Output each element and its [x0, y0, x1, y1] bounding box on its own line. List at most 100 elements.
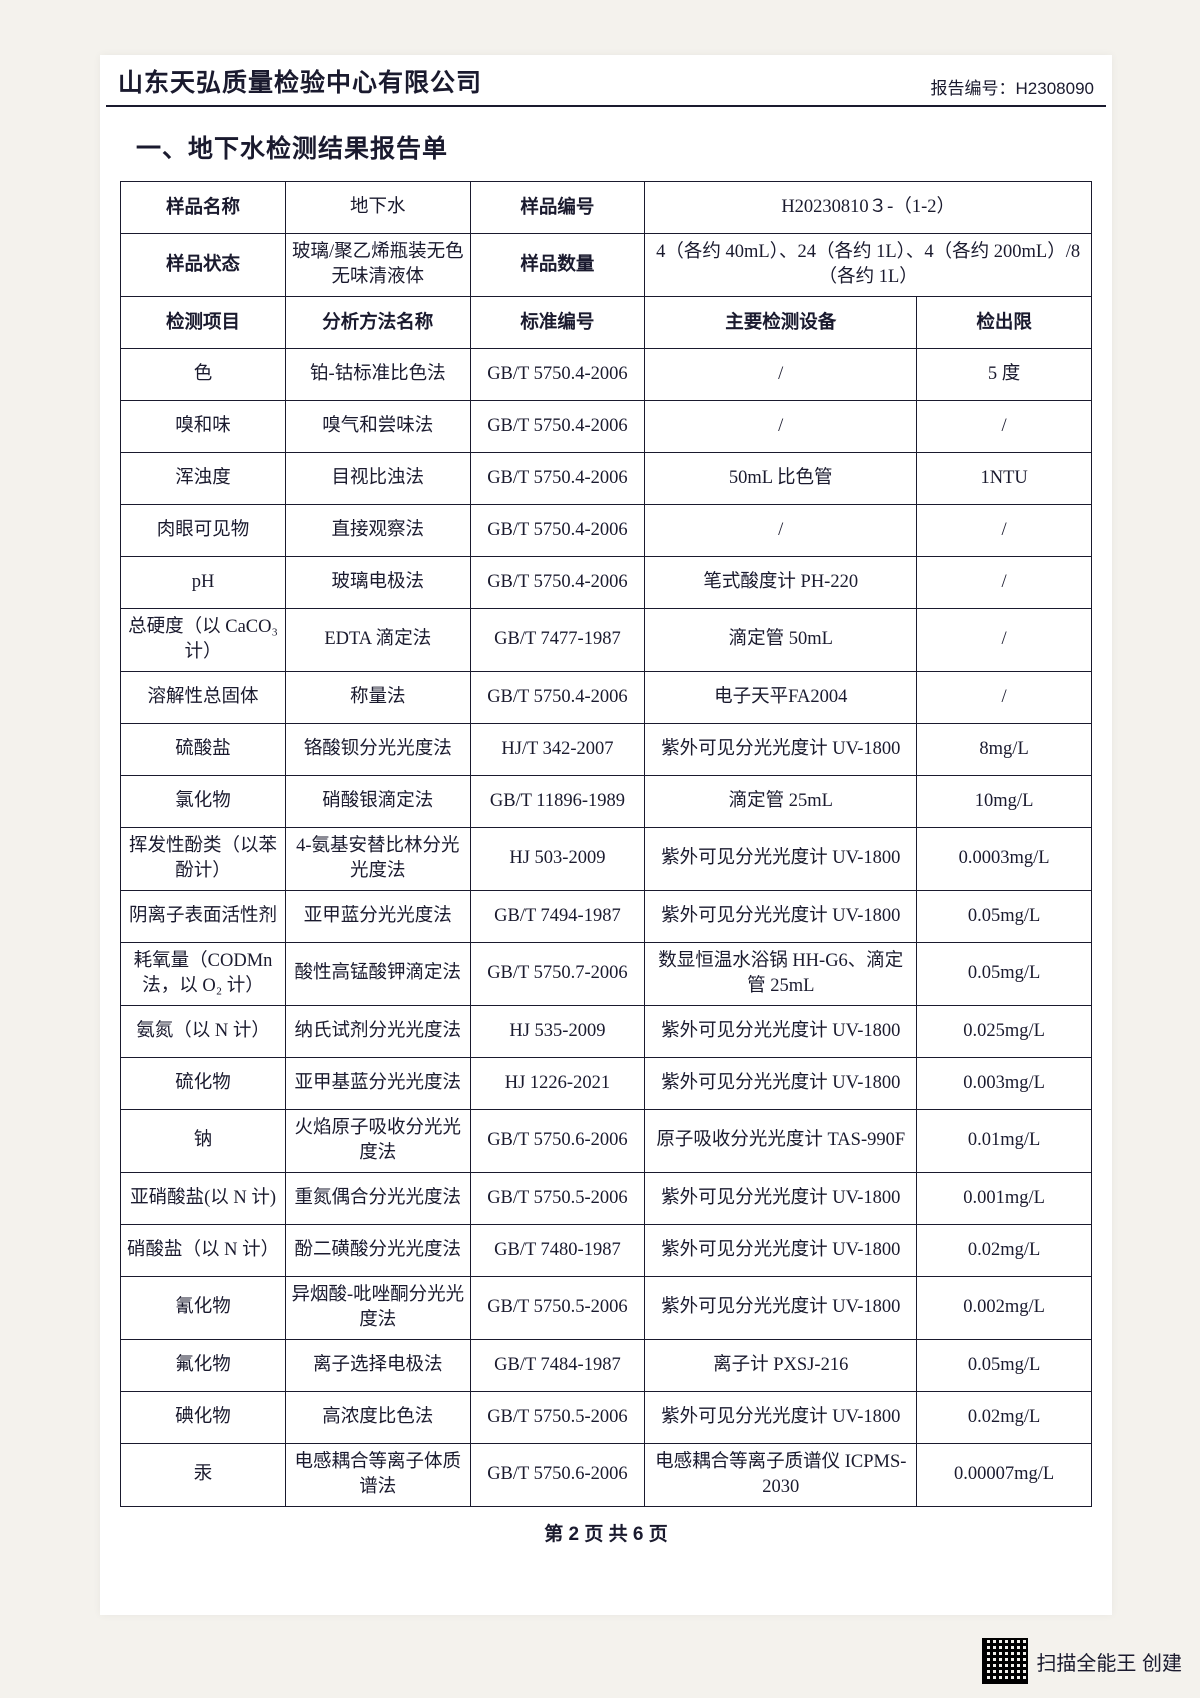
- table-cell: 酚二磺酸分光光度法: [286, 1224, 470, 1276]
- table-cell: HJ 535-2009: [470, 1005, 645, 1057]
- table-cell: 高浓度比色法: [286, 1391, 470, 1443]
- table-cell: /: [645, 400, 917, 452]
- table-cell: 滴定管 25mL: [645, 775, 917, 827]
- report-no-value: H2308090: [1016, 79, 1094, 98]
- table-cell: GB/T 5750.4-2006: [470, 504, 645, 556]
- table-cell: GB/T 7480-1987: [470, 1224, 645, 1276]
- table-cell: 电子天平FA2004: [645, 671, 917, 723]
- table-cell: 亚硝酸盐(以 N 计): [121, 1172, 286, 1224]
- sample-state-row: 样品状态玻璃/聚乙烯瓶装无色无味清液体样品数量4（各约 40mL）、24（各约 …: [121, 234, 1092, 297]
- column-header-row: 检测项目分析方法名称标准编号主要检测设备检出限: [121, 296, 1092, 348]
- table-cell: 亚甲蓝分光光度法: [286, 890, 470, 942]
- table-row: 总硬度（以 CaCO₃ 计）EDTA 滴定法GB/T 7477-1987滴定管 …: [121, 608, 1092, 671]
- table-row: 肉眼可见物直接观察法GB/T 5750.4-2006//: [121, 504, 1092, 556]
- table-row: 溶解性总固体称量法GB/T 5750.4-2006电子天平FA2004/: [121, 671, 1092, 723]
- table-cell: 0.00007mg/L: [917, 1443, 1092, 1506]
- table-cell: 紫外可见分光光度计 UV-1800: [645, 1224, 917, 1276]
- table-cell: 肉眼可见物: [121, 504, 286, 556]
- table-cell: 溶解性总固体: [121, 671, 286, 723]
- table-cell: EDTA 滴定法: [286, 608, 470, 671]
- table-cell: 硝酸盐（以 N 计）: [121, 1224, 286, 1276]
- table-cell: 紫外可见分光光度计 UV-1800: [645, 890, 917, 942]
- table-cell: 0.05mg/L: [917, 890, 1092, 942]
- table-cell: 亚甲基蓝分光光度法: [286, 1057, 470, 1109]
- table-cell: 嗅气和尝味法: [286, 400, 470, 452]
- table-cell: 0.001mg/L: [917, 1172, 1092, 1224]
- table-cell: 0.002mg/L: [917, 1276, 1092, 1339]
- table-cell: 色: [121, 348, 286, 400]
- table-cell: 称量法: [286, 671, 470, 723]
- table-cell: 浑浊度: [121, 452, 286, 504]
- table-row: 钠火焰原子吸收分光光度法GB/T 5750.6-2006原子吸收分光光度计 TA…: [121, 1109, 1092, 1172]
- section-title: 一、地下水检测结果报告单: [100, 107, 1112, 181]
- table-cell: 滴定管 50mL: [645, 608, 917, 671]
- table-row: 亚硝酸盐(以 N 计)重氮偶合分光光度法GB/T 5750.5-2006紫外可见…: [121, 1172, 1092, 1224]
- table-cell: 硫酸盐: [121, 723, 286, 775]
- table-cell: 铂-钴标准比色法: [286, 348, 470, 400]
- table-cell: 离子选择电极法: [286, 1339, 470, 1391]
- table-row: 碘化物高浓度比色法GB/T 5750.5-2006紫外可见分光光度计 UV-18…: [121, 1391, 1092, 1443]
- table-cell: /: [645, 504, 917, 556]
- table-cell: GB/T 5750.5-2006: [470, 1172, 645, 1224]
- table-cell: 笔式酸度计 PH-220: [645, 556, 917, 608]
- table-cell: 耗氧量（CODMn法，以 O₂ 计）: [121, 942, 286, 1005]
- table-cell: 目视比浊法: [286, 452, 470, 504]
- table-cell: 酸性高锰酸钾滴定法: [286, 942, 470, 1005]
- table-cell: 1NTU: [917, 452, 1092, 504]
- table-cell: /: [917, 504, 1092, 556]
- table-row: 氰化物异烟酸-吡唑酮分光光度法GB/T 5750.5-2006紫外可见分光光度计…: [121, 1276, 1092, 1339]
- table-cell: 碘化物: [121, 1391, 286, 1443]
- table-cell: 重氮偶合分光光度法: [286, 1172, 470, 1224]
- table-cell: GB/T 5750.7-2006: [470, 942, 645, 1005]
- table-cell: GB/T 7477-1987: [470, 608, 645, 671]
- report-number: 报告编号：H2308090: [931, 74, 1094, 99]
- table-cell: 0.003mg/L: [917, 1057, 1092, 1109]
- qr-area: 扫描全能王 创建: [982, 1638, 1182, 1684]
- table-cell: GB/T 5750.4-2006: [470, 348, 645, 400]
- table-cell: GB/T 5750.4-2006: [470, 452, 645, 504]
- table-cell: 0.025mg/L: [917, 1005, 1092, 1057]
- table-cell: 0.05mg/L: [917, 1339, 1092, 1391]
- table-cell: 纳氏试剂分光光度法: [286, 1005, 470, 1057]
- table-cell: HJ 1226-2021: [470, 1057, 645, 1109]
- report-no-label: 报告编号：: [931, 79, 1016, 98]
- table-cell: GB/T 5750.6-2006: [470, 1109, 645, 1172]
- table-cell: 8mg/L: [917, 723, 1092, 775]
- table-cell: 汞: [121, 1443, 286, 1506]
- table-cell: /: [917, 400, 1092, 452]
- table-cell: 离子计 PXSJ-216: [645, 1339, 917, 1391]
- table-cell: 数显恒温水浴锅 HH-G6、滴定管 25mL: [645, 942, 917, 1005]
- table-cell: /: [917, 671, 1092, 723]
- table-row: 挥发性酚类（以苯酚计）4-氨基安替比林分光光度法HJ 503-2009紫外可见分…: [121, 827, 1092, 890]
- table-cell: HJ 503-2009: [470, 827, 645, 890]
- table-cell: 5 度: [917, 348, 1092, 400]
- table-cell: 氯化物: [121, 775, 286, 827]
- table-cell: 0.05mg/L: [917, 942, 1092, 1005]
- table-row: 浑浊度目视比浊法GB/T 5750.4-200650mL 比色管1NTU: [121, 452, 1092, 504]
- table-cell: 紫外可见分光光度计 UV-1800: [645, 1005, 917, 1057]
- table-row: 氨氮（以 N 计）纳氏试剂分光光度法HJ 535-2009紫外可见分光光度计 U…: [121, 1005, 1092, 1057]
- table-cell: GB/T 7484-1987: [470, 1339, 645, 1391]
- table-row: 嗅和味嗅气和尝味法GB/T 5750.4-2006//: [121, 400, 1092, 452]
- table-row: 硫酸盐铬酸钡分光光度法HJ/T 342-2007紫外可见分光光度计 UV-180…: [121, 723, 1092, 775]
- results-table: 样品名称地下水样品编号H20230810３-（1-2）样品状态玻璃/聚乙烯瓶装无…: [120, 181, 1092, 1507]
- sample-name-row: 样品名称地下水样品编号H20230810３-（1-2）: [121, 182, 1092, 234]
- table-cell: GB/T 5750.4-2006: [470, 400, 645, 452]
- table-cell: 原子吸收分光光度计 TAS-990F: [645, 1109, 917, 1172]
- table-cell: 电感耦合等离子质谱仪 ICPMS-2030: [645, 1443, 917, 1506]
- table-cell: 0.0003mg/L: [917, 827, 1092, 890]
- table-cell: 阴离子表面活性剂: [121, 890, 286, 942]
- table-cell: GB/T 5750.4-2006: [470, 556, 645, 608]
- table-cell: 硝酸银滴定法: [286, 775, 470, 827]
- table-cell: GB/T 5750.6-2006: [470, 1443, 645, 1506]
- table-cell: 4-氨基安替比林分光光度法: [286, 827, 470, 890]
- table-cell: HJ/T 342-2007: [470, 723, 645, 775]
- table-row: 耗氧量（CODMn法，以 O₂ 计）酸性高锰酸钾滴定法GB/T 5750.7-2…: [121, 942, 1092, 1005]
- report-page: 山东天弘质量检验中心有限公司 报告编号：H2308090 一、地下水检测结果报告…: [100, 55, 1112, 1615]
- table-cell: 电感耦合等离子体质谱法: [286, 1443, 470, 1506]
- company-name: 山东天弘质量检验中心有限公司: [118, 63, 482, 99]
- table-cell: 火焰原子吸收分光光度法: [286, 1109, 470, 1172]
- table-cell: 铬酸钡分光光度法: [286, 723, 470, 775]
- table-cell: 50mL 比色管: [645, 452, 917, 504]
- table-cell: GB/T 5750.4-2006: [470, 671, 645, 723]
